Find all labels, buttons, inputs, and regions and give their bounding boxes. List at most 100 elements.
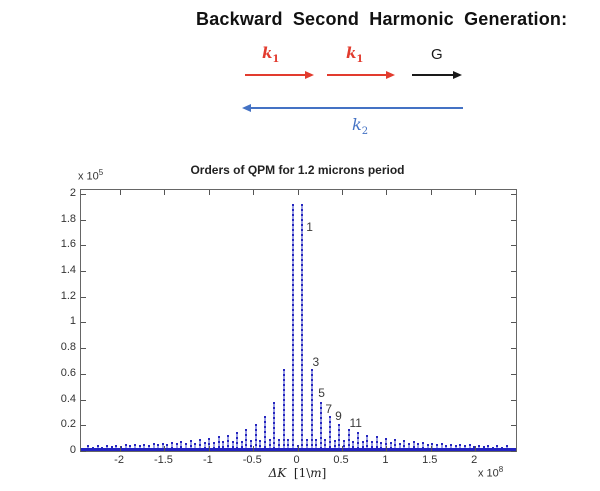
qpm-chart: Orders of QPM for 1.2 microns period x 1…: [0, 160, 600, 491]
stem: [422, 441, 425, 451]
k1-label-1-base: k: [262, 44, 273, 62]
k1-arrow-2-line: [327, 74, 387, 76]
stem: [273, 401, 276, 451]
stem: [477, 444, 480, 451]
stem: [384, 438, 387, 451]
x-tick-mirror: [430, 190, 432, 195]
x-tick-label: 0.5: [333, 454, 349, 466]
g-arrow-line: [412, 74, 454, 76]
x-label-unit-close: ]: [321, 466, 327, 480]
x-exp-prefix: x 10: [478, 467, 499, 480]
stem: [254, 423, 257, 451]
x-tick-mirror: [253, 190, 255, 195]
x-tick-mirror: [164, 190, 166, 195]
stem: [147, 444, 150, 451]
stem: [436, 444, 439, 451]
stem: [180, 441, 183, 451]
x-label-symbol: ΔK: [268, 466, 287, 480]
y-tick-mirror: [511, 451, 516, 452]
stem: [194, 442, 197, 451]
k1-arrow-1-head-icon: [305, 71, 314, 79]
stem: [166, 443, 169, 451]
k2-label-sub: 2: [361, 126, 369, 138]
order-annotation: 9: [335, 408, 342, 423]
stem: [450, 443, 453, 451]
k2-arrow-line: [250, 107, 463, 109]
stem: [375, 436, 378, 451]
y-tick: [81, 451, 86, 452]
y-tick-mirror: [511, 425, 516, 427]
stem: [431, 442, 434, 451]
x-tick: [430, 446, 432, 451]
g-label: G: [431, 46, 443, 63]
stem: [175, 443, 178, 451]
stem: [329, 415, 332, 451]
plot-area: 1 3 5 7 9 11: [80, 189, 517, 452]
y-tick-mirror: [511, 296, 516, 298]
y-exp-power: 5: [98, 168, 104, 177]
y-tick-mirror: [511, 245, 516, 247]
order-annotation: 11: [349, 416, 362, 431]
stem: [171, 441, 174, 451]
stem: [324, 439, 327, 451]
x-tick-label: -2: [114, 454, 124, 466]
y-tick: [81, 193, 86, 195]
y-tick: [81, 245, 86, 247]
k2-label: k2: [352, 115, 368, 137]
x-tick-label: -1: [202, 454, 213, 466]
y-tick-label: 0.4: [60, 392, 76, 405]
stem: [217, 436, 220, 451]
order-annotation: 7: [325, 402, 333, 417]
k1-label-2: k1: [346, 44, 363, 65]
y-tick-label: 0.8: [60, 341, 76, 354]
stem: [236, 431, 239, 451]
stem: [408, 443, 411, 451]
stem: [366, 434, 369, 451]
x-axis-label: ΔK [1\m]: [80, 466, 515, 480]
stem: [440, 443, 443, 451]
stem: [357, 431, 360, 451]
x-tick-label: -1.5: [153, 454, 173, 466]
x-tick-mirror: [297, 190, 299, 195]
stem: [203, 442, 206, 451]
x-axis-exponent: x 108: [478, 465, 503, 480]
stem: [124, 444, 127, 451]
stem: [189, 440, 192, 451]
k1-label-1-sub: 1: [272, 54, 280, 65]
x-tick-label: 2: [471, 454, 478, 466]
stem: [278, 438, 281, 451]
x-tick: [208, 446, 210, 451]
stem: [282, 368, 285, 451]
y-tick-mirror: [511, 399, 516, 401]
stem: [347, 428, 350, 451]
stem: [352, 440, 355, 451]
stem: [240, 440, 243, 451]
y-tick-label: 1: [69, 315, 76, 328]
stem: [133, 443, 136, 451]
stem: [333, 439, 336, 451]
stem: [287, 438, 290, 451]
stem: [226, 434, 229, 451]
y-tick-mirror: [511, 271, 516, 272]
y-tick-label: 1.2: [60, 289, 76, 302]
x-tick-label: -0.5: [242, 454, 262, 466]
y-tick-label: 1.8: [60, 212, 76, 225]
y-tick-label: 2: [69, 186, 76, 199]
stem: [398, 442, 401, 451]
stem: [319, 401, 322, 451]
y-axis-exponent: x 105: [78, 168, 103, 183]
y-tick: [81, 296, 86, 298]
stem: [185, 443, 188, 451]
stem: [222, 441, 225, 451]
page-title: Backward Second Harmonic Generation:: [196, 9, 568, 29]
y-tick: [81, 271, 86, 272]
y-tick: [81, 373, 86, 375]
y-tick: [81, 348, 86, 350]
x-label-unit-m: m: [310, 466, 322, 480]
x-tick: [386, 446, 388, 451]
stem: [259, 439, 262, 451]
stem: [291, 204, 294, 451]
stem: [157, 444, 160, 451]
y-tick-label: 0.6: [60, 366, 76, 379]
